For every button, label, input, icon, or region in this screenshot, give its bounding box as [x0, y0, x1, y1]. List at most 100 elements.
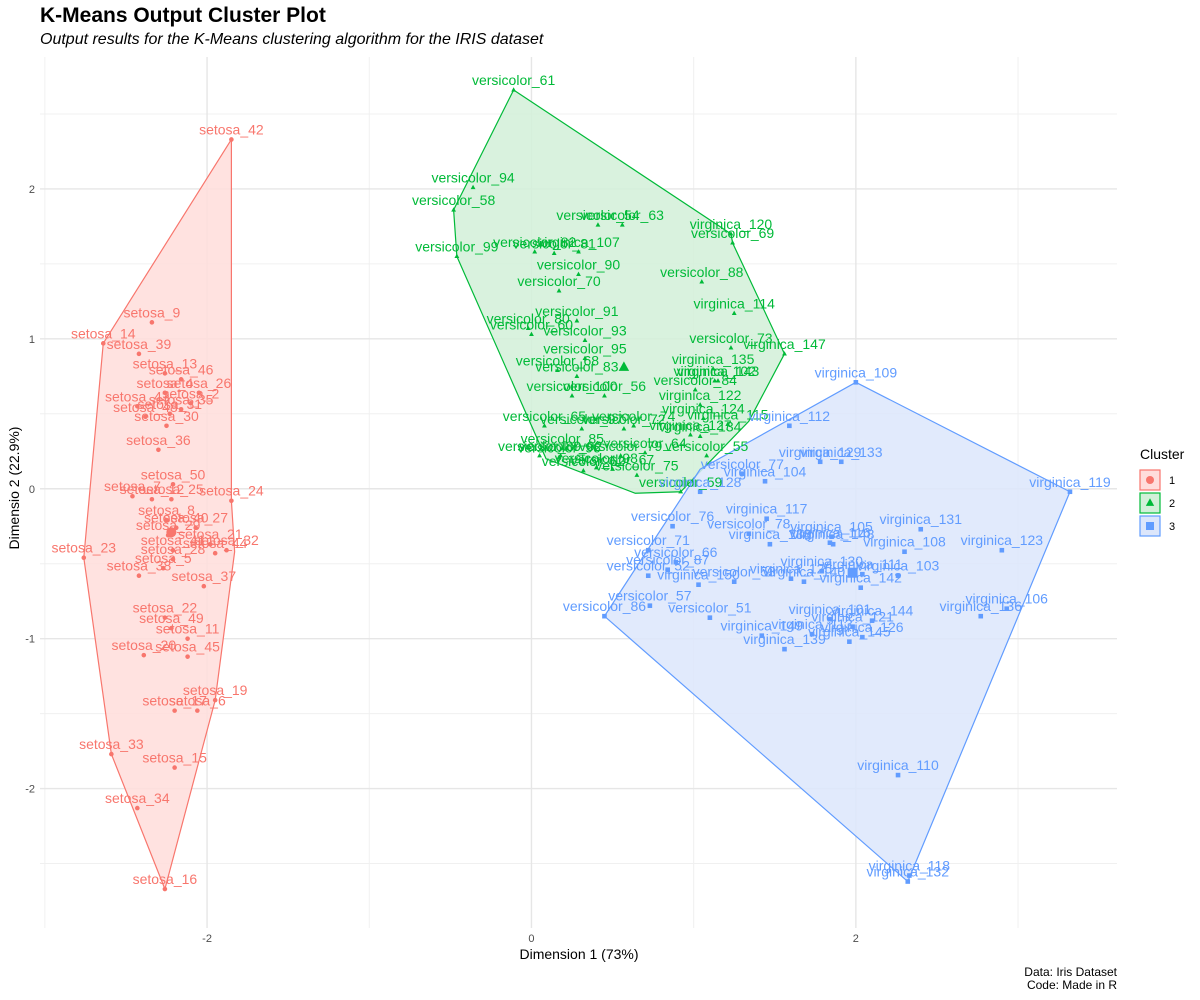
data-point: [759, 633, 765, 638]
data-point: [907, 873, 912, 878]
data-point: [860, 634, 865, 640]
data-point: [224, 547, 229, 553]
data-point: [576, 271, 581, 277]
legend: Cluster 1 2 3: [1139, 446, 1185, 537]
legend-label-3: 3: [1169, 521, 1175, 533]
point-label: versicolor_67: [571, 451, 654, 467]
data-point: [178, 377, 184, 382]
caption-data-source: Data: Iris Dataset: [1024, 965, 1117, 979]
data-point: [860, 571, 865, 577]
data-point: [715, 378, 721, 383]
point-label: virginica_116: [789, 525, 871, 541]
data-point: [193, 525, 199, 531]
point-label: versicolor_55: [665, 438, 748, 454]
data-point: [172, 765, 177, 770]
caption: Data: Iris Dataset Code: Made in R: [1024, 966, 1117, 992]
data-point: [167, 411, 173, 417]
point-label: versicolor_80: [487, 310, 570, 326]
point-label: setosa_21: [178, 526, 243, 542]
y-axis-title: Dimensio 2 (22.9%): [6, 427, 22, 550]
point-label: virginica_111: [822, 556, 903, 572]
point-label: versicolor_59: [639, 474, 722, 490]
data-point: [201, 583, 207, 589]
point-label: setosa_44: [183, 535, 248, 551]
data-point: [827, 540, 833, 546]
data-point: [100, 341, 106, 346]
data-point: [999, 547, 1005, 553]
data-point: [451, 207, 457, 212]
point-label: versicolor_53: [693, 564, 776, 580]
x-axis-title: Dimension 1 (73%): [519, 946, 638, 962]
data-point: [81, 555, 87, 561]
point-label: setosa_32: [194, 532, 259, 548]
point-label: virginica_119: [1029, 474, 1111, 490]
data-point: [817, 459, 823, 465]
data-point: [582, 337, 588, 342]
point-label: virginica_126: [821, 619, 904, 635]
y-tick-label: 0: [29, 484, 35, 496]
data-point: [574, 373, 580, 378]
data-point: [692, 387, 698, 392]
point-label: virginica_144: [831, 603, 914, 619]
data-point: [229, 137, 234, 142]
point-label: versicolor_68: [516, 352, 599, 368]
data-point: [801, 579, 807, 584]
data-point: [164, 423, 169, 429]
point-label: versicolor_75: [595, 457, 678, 473]
point-label: setosa_40: [144, 510, 209, 526]
point-label: versicolor_85: [521, 430, 604, 446]
cluster-centroid-2: [618, 361, 630, 371]
legend-label-2: 2: [1169, 498, 1175, 510]
y-tick-label: -1: [25, 634, 35, 646]
point-label: setosa_11: [156, 621, 220, 637]
point-label: setosa_42: [199, 121, 264, 137]
point-label: virginica_127: [649, 417, 732, 433]
point-label: versicolor_54: [556, 207, 639, 223]
point-label: setosa_30: [134, 408, 199, 424]
cluster-hull-3: [603, 381, 1071, 883]
point-label: versicolor_72: [582, 411, 665, 427]
point-label: versicolor_87: [626, 552, 709, 568]
data-point: [728, 345, 734, 350]
point-label: virginica_140: [763, 564, 846, 580]
point-label: virginica_109: [815, 364, 898, 380]
data-point: [574, 318, 580, 323]
point-label: virginica_130: [781, 553, 864, 569]
data-point: [697, 489, 703, 495]
point-label: virginica_145: [808, 624, 891, 640]
data-point: [699, 279, 705, 284]
data-point: [696, 582, 701, 587]
point-label: virginica_132: [867, 864, 950, 880]
point-label: versicolor_91: [535, 303, 618, 319]
point-label: versicolor_51: [668, 600, 751, 616]
data-point: [809, 631, 815, 637]
point-label: virginica_115: [687, 406, 769, 422]
point-label: versicolor_99: [415, 238, 498, 254]
data-point: [869, 618, 875, 623]
data-point: [634, 472, 640, 477]
data-point: [582, 355, 588, 360]
data-point: [838, 459, 844, 465]
legend-symbol-3: [1146, 522, 1154, 530]
data-point: [130, 493, 135, 499]
y-tick-label: -2: [25, 784, 35, 796]
x-tick-label: -2: [202, 933, 212, 945]
data-point: [579, 426, 585, 431]
point-label: virginica_150: [657, 567, 740, 583]
data-point: [178, 406, 184, 412]
point-label: versicolor_73: [689, 330, 772, 346]
cluster-points: [81, 87, 1073, 892]
data-point: [621, 426, 627, 431]
data-point: [1067, 489, 1073, 495]
legend-symbol-2: [1145, 498, 1155, 506]
point-label: versicolor_84: [654, 372, 737, 388]
point-label: virginica_148: [792, 526, 875, 542]
data-point: [511, 87, 517, 92]
point-label: setosa_33: [79, 736, 144, 752]
data-point: [595, 222, 601, 227]
data-point: [156, 447, 161, 453]
data-point: [830, 541, 836, 547]
point-label: setosa_29: [136, 517, 201, 533]
point-label: versicolor_97: [540, 411, 623, 427]
